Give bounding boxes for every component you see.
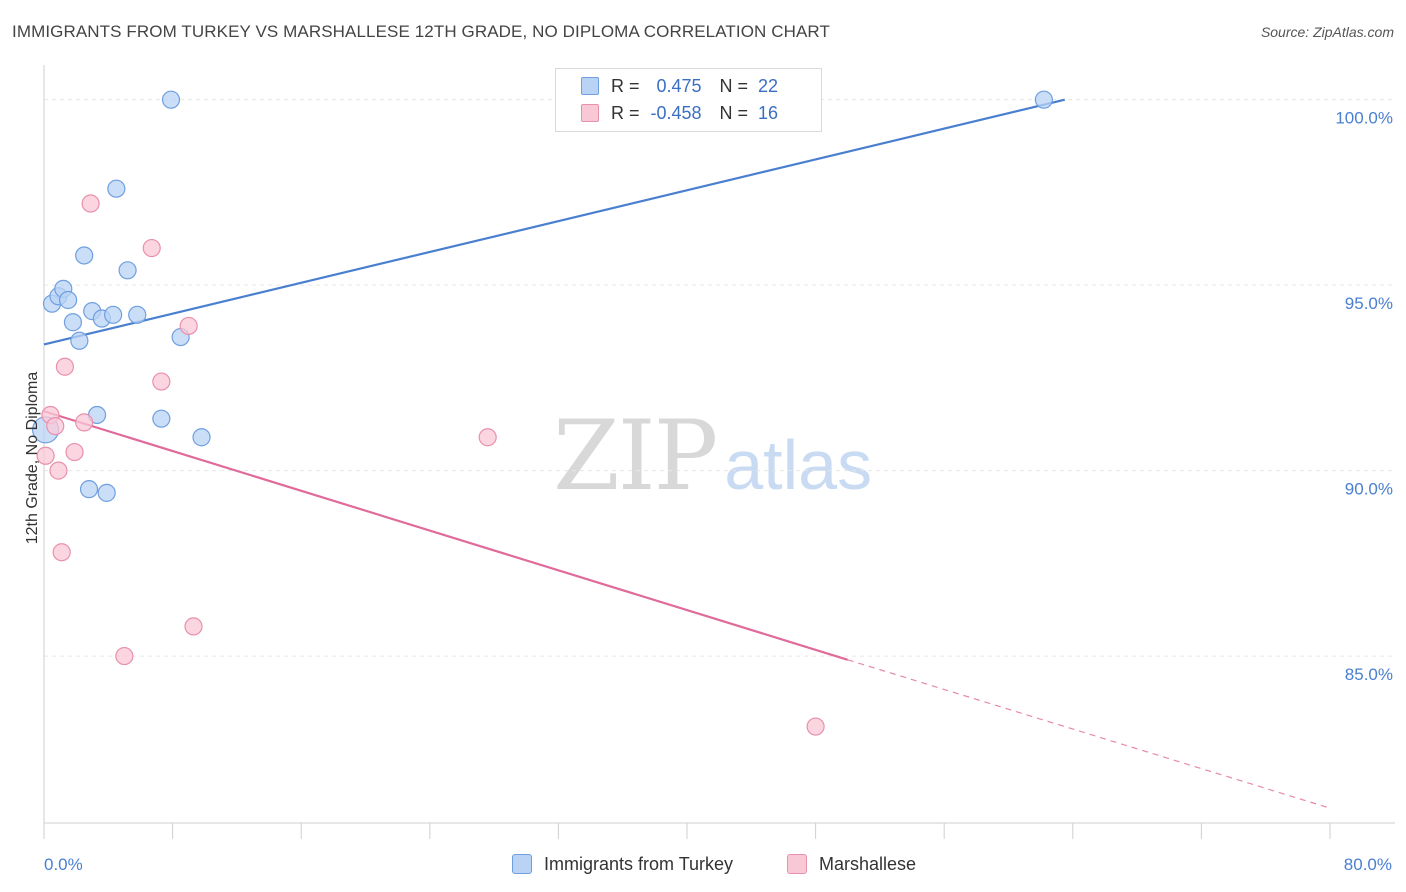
watermark-zip: ZIP xyxy=(553,400,718,512)
scatter-point xyxy=(161,90,181,109)
trend-line-extension xyxy=(847,659,1331,809)
n-label: N = xyxy=(719,75,749,96)
n-value: 16 xyxy=(758,102,779,123)
scatter-point xyxy=(192,428,211,447)
scatter-point xyxy=(49,461,68,480)
marshallese-legend-swatch xyxy=(787,854,807,874)
stats-legend: R = 0.475 N = 22 R = -0.458 N = 16 xyxy=(555,68,822,132)
watermark: ZIP atlas xyxy=(553,400,872,512)
scatter-point xyxy=(52,543,71,562)
scatter-point xyxy=(55,357,74,376)
scatter-point xyxy=(184,617,203,636)
turkey-swatch xyxy=(581,77,599,95)
scatter-point xyxy=(97,483,116,502)
scatter-point xyxy=(1034,90,1053,109)
data-points xyxy=(32,90,1053,736)
trend-line xyxy=(43,410,849,661)
scatter-point xyxy=(75,413,94,432)
r-label: R = xyxy=(611,102,640,123)
chart-title: IMMIGRANTS FROM TURKEY VS MARSHALLESE 12… xyxy=(12,22,830,41)
scatter-point xyxy=(70,331,89,350)
scatter-point xyxy=(152,372,171,391)
y-tick-label: 90.0% xyxy=(1345,480,1393,499)
scatter-point xyxy=(152,409,171,428)
legend-item-turkey: Immigrants from Turkey xyxy=(512,851,733,877)
stats-legend-row-marshallese: R = -0.458 N = 16 xyxy=(556,100,778,126)
scatter-point xyxy=(107,179,126,198)
scatter-point xyxy=(179,316,198,336)
scatter-point xyxy=(128,305,147,324)
y-tick-label: 100.0% xyxy=(1335,109,1393,128)
trend-line xyxy=(43,98,1066,346)
scatter-point xyxy=(115,646,134,666)
scatter-point xyxy=(65,442,84,462)
stats-legend-row-turkey: R = 0.475 N = 22 xyxy=(556,73,778,99)
scatter-point xyxy=(806,717,825,736)
x-tick-label: 80.0% xyxy=(1344,855,1392,874)
x-tick-label: 0.0% xyxy=(44,855,83,874)
trend-lines xyxy=(43,98,1331,809)
scatter-point xyxy=(36,446,55,465)
axes xyxy=(43,65,1395,839)
legend-label-marshallese: Marshallese xyxy=(819,853,917,874)
legend-item-marshallese: Marshallese xyxy=(787,851,916,877)
scatter-point xyxy=(118,261,137,280)
scatter-point xyxy=(104,305,123,324)
watermark-atlas: atlas xyxy=(724,426,873,504)
y-tick-label: 95.0% xyxy=(1345,294,1393,313)
r-value: 0.475 xyxy=(656,75,702,96)
scatter-point xyxy=(59,290,78,310)
marshallese-swatch xyxy=(581,104,599,122)
scatter-point xyxy=(75,246,94,265)
turkey-legend-swatch xyxy=(512,854,532,874)
r-label: R = xyxy=(611,75,640,96)
scatter-point xyxy=(142,238,161,258)
n-label: N = xyxy=(719,102,749,123)
y-tick-label: 85.0% xyxy=(1345,665,1393,684)
scatter-point xyxy=(81,194,100,213)
scatter-point xyxy=(79,480,99,499)
n-value: 22 xyxy=(758,75,779,96)
source-label: Source: ZipAtlas.com xyxy=(1260,24,1394,40)
scatter-point xyxy=(478,428,497,447)
legend-label-turkey: Immigrants from Turkey xyxy=(544,853,734,874)
scatter-point xyxy=(46,416,65,436)
r-value: -0.458 xyxy=(650,102,702,123)
scatter-point xyxy=(63,313,83,332)
axis-labels: 100.0% 95.0% 90.0% 85.0% 0.0% 80.0% 12th Grade… xyxy=(24,109,1393,874)
y-axis-label: 12th Grade, No Diploma xyxy=(24,372,41,545)
